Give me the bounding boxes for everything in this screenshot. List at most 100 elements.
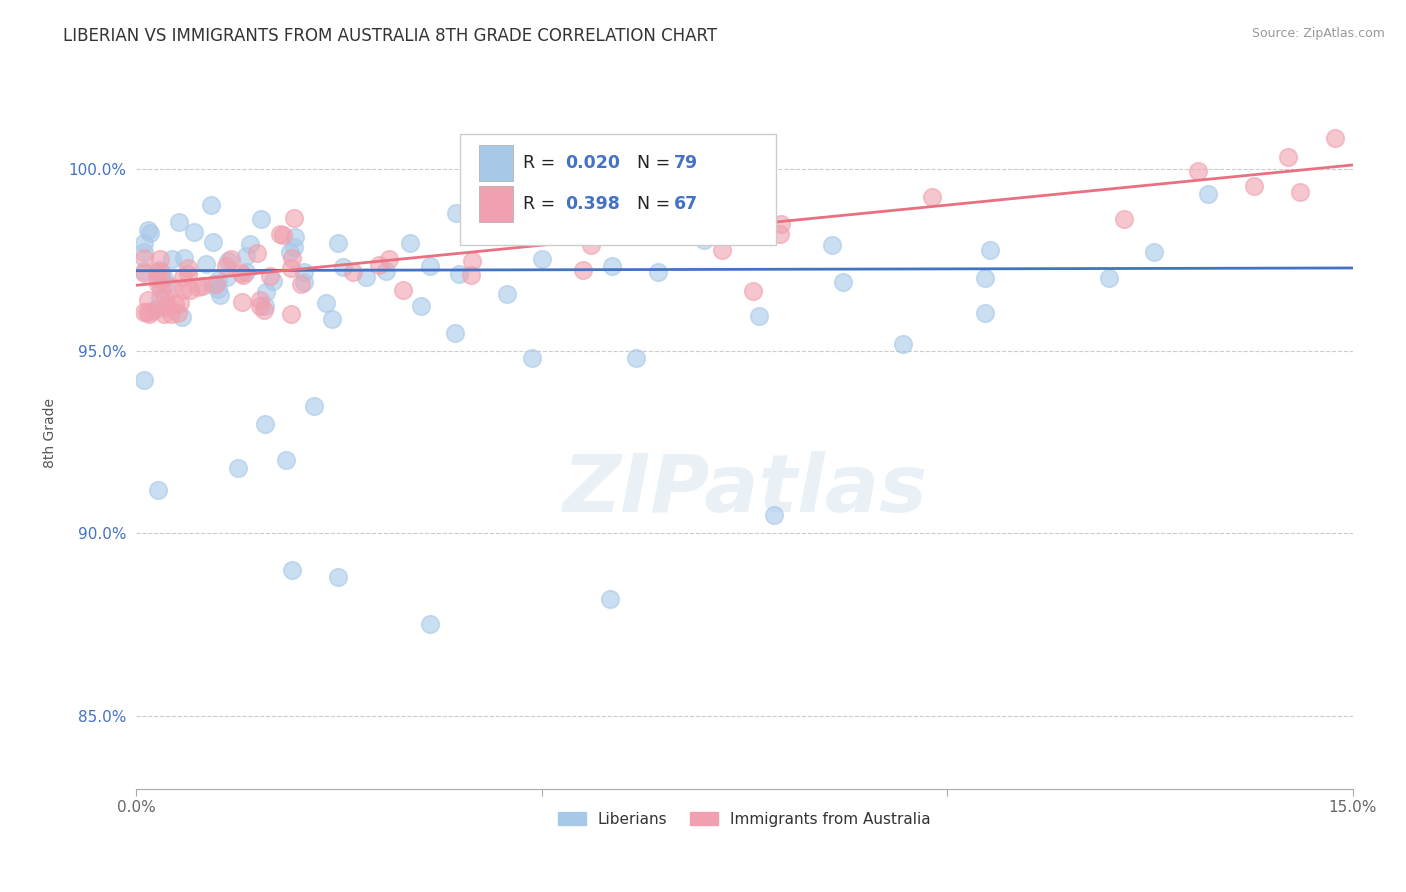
Point	[232, 268, 254, 282]
Point	[281, 563, 304, 577]
Point	[326, 570, 349, 584]
Point	[153, 290, 176, 304]
Point	[409, 299, 432, 313]
Text: N =: N =	[626, 195, 675, 213]
Point	[253, 299, 276, 313]
Point	[187, 279, 209, 293]
Point	[290, 277, 312, 291]
Point	[146, 270, 169, 285]
Point	[375, 264, 398, 278]
Point	[710, 244, 733, 258]
Point	[169, 296, 191, 310]
Point	[160, 279, 183, 293]
Point	[253, 417, 276, 431]
Point	[974, 306, 997, 320]
Point	[254, 285, 277, 300]
Point	[520, 351, 543, 365]
Point	[149, 252, 172, 266]
Text: R =: R =	[523, 195, 561, 213]
Text: N =: N =	[626, 154, 675, 172]
Point	[292, 276, 315, 290]
Point	[262, 274, 284, 288]
Point	[141, 303, 163, 318]
Point	[215, 259, 238, 273]
Point	[399, 236, 422, 251]
Point	[205, 277, 228, 291]
Point	[332, 260, 354, 275]
Point	[235, 249, 257, 263]
Point	[447, 268, 470, 282]
Point	[138, 308, 160, 322]
Point	[444, 326, 467, 340]
Point	[195, 257, 218, 271]
Point	[748, 309, 770, 323]
Text: 67: 67	[673, 195, 697, 213]
Point	[160, 308, 183, 322]
Point	[162, 252, 184, 266]
Point	[132, 305, 155, 319]
Point	[207, 282, 229, 296]
Point	[163, 297, 186, 311]
Point	[280, 308, 302, 322]
Point	[179, 283, 201, 297]
Point	[226, 460, 249, 475]
Point	[1187, 164, 1209, 178]
Point	[249, 299, 271, 313]
Point	[201, 278, 224, 293]
Point	[342, 265, 364, 279]
Point	[150, 282, 173, 296]
Point	[239, 236, 262, 251]
Point	[1112, 211, 1135, 226]
Point	[974, 271, 997, 285]
Point	[135, 304, 157, 318]
Point	[419, 617, 441, 632]
Text: LIBERIAN VS IMMIGRANTS FROM AUSTRALIA 8TH GRADE CORRELATION CHART: LIBERIAN VS IMMIGRANTS FROM AUSTRALIA 8T…	[63, 27, 717, 45]
Point	[763, 508, 786, 522]
Point	[354, 270, 377, 285]
Point	[191, 278, 214, 293]
Legend: Liberians, Immigrants from Australia: Liberians, Immigrants from Australia	[550, 804, 938, 834]
Point	[460, 254, 482, 268]
Point	[132, 235, 155, 250]
Point	[328, 235, 350, 250]
Point	[278, 244, 301, 259]
Point	[246, 245, 269, 260]
Point	[172, 269, 194, 284]
Point	[253, 302, 276, 317]
Point	[172, 283, 194, 297]
Point	[209, 288, 232, 302]
Point	[446, 206, 468, 220]
Point	[132, 245, 155, 260]
Point	[647, 265, 669, 279]
Point	[153, 271, 176, 285]
Point	[201, 235, 224, 249]
Point	[1197, 187, 1219, 202]
Point	[149, 271, 172, 285]
Text: R =: R =	[523, 154, 561, 172]
Text: 79: 79	[673, 154, 697, 172]
Point	[496, 286, 519, 301]
Point	[136, 223, 159, 237]
Point	[979, 243, 1001, 257]
Text: ZIPatlas: ZIPatlas	[562, 450, 927, 529]
Point	[231, 294, 253, 309]
Point	[599, 591, 621, 606]
Point	[155, 277, 177, 291]
Point	[167, 215, 190, 229]
Point	[183, 225, 205, 239]
Point	[235, 265, 257, 279]
Point	[460, 268, 482, 282]
Point	[215, 269, 238, 284]
Point	[145, 301, 167, 316]
Point	[153, 301, 176, 315]
Y-axis label: 8th Grade: 8th Grade	[44, 398, 58, 468]
Point	[742, 284, 765, 298]
Point	[283, 211, 305, 226]
Point	[177, 260, 200, 275]
Point	[132, 373, 155, 387]
Point	[284, 230, 307, 244]
Point	[250, 212, 273, 227]
Point	[280, 260, 302, 275]
Point	[276, 453, 298, 467]
Point	[149, 290, 172, 304]
